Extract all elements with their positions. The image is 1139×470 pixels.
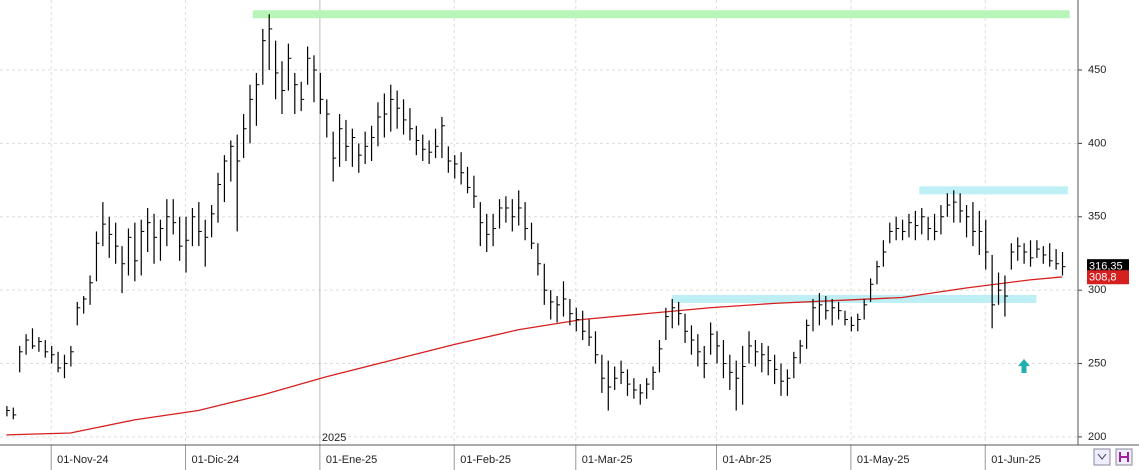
zoom-button[interactable] (1093, 448, 1111, 466)
x-tick-label: 01-Dic-24 (192, 454, 240, 466)
x-tick-label: 01-Jun-25 (991, 454, 1041, 466)
y-tick-label: 350 (1088, 211, 1106, 223)
moving-average (6, 276, 1063, 436)
x-tick-label: 01-Ene-25 (326, 454, 377, 466)
zoom-icon (1097, 453, 1107, 460)
y-tick-label: 400 (1088, 137, 1106, 149)
level-band (919, 186, 1068, 195)
price-box (1087, 270, 1129, 285)
up-arrow (1018, 359, 1030, 373)
level-band (671, 294, 1037, 303)
year-label: 2025 (322, 432, 346, 444)
x-tick-label: 01-Mar-25 (582, 454, 633, 466)
y-tick-label: 200 (1088, 431, 1106, 443)
toolbar (1093, 448, 1133, 466)
x-tick-label: 01-Nov-24 (57, 454, 108, 466)
h-icon (1119, 452, 1129, 462)
y-tick-label: 250 (1088, 357, 1106, 369)
price-label: 308,8 (1089, 272, 1117, 284)
price-box (1087, 259, 1129, 274)
level-band (252, 10, 1070, 19)
price-label: 316,35 (1089, 261, 1123, 273)
y-tick-label: 450 (1088, 64, 1106, 76)
x-tick-label: 01-Abr-25 (723, 454, 772, 466)
x-tick-label: 01-Feb-25 (460, 454, 511, 466)
y-tick-label: 300 (1088, 284, 1106, 296)
x-tick-label: 01-May-25 (857, 454, 910, 466)
